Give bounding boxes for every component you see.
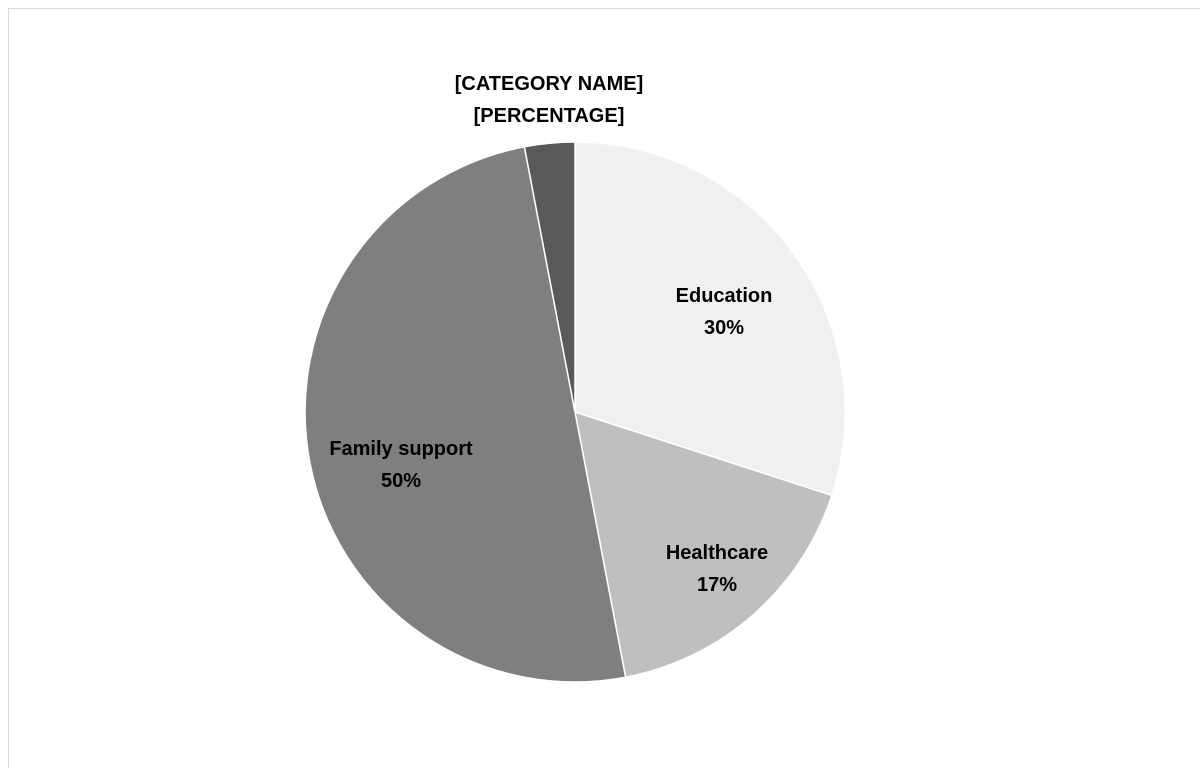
data-label-value: 17% — [697, 574, 737, 596]
data-label-category: Healthcare — [666, 542, 768, 564]
data-label-category-name: [CATEGORY NAME] [PERCENTAGE] — [455, 73, 644, 127]
data-label-value: 30% — [704, 317, 744, 339]
pie-slice-healthcare — [574, 410, 833, 679]
pie-slice-family-support — [304, 145, 627, 683]
chart-frame — [8, 8, 1200, 768]
data-label-education: Education 30% — [676, 285, 773, 339]
data-label-family-support: Family support 50% — [329, 438, 473, 492]
data-label-category: Education — [676, 285, 773, 307]
data-label-healthcare: Healthcare 17% — [666, 542, 768, 596]
pie-slice-category-name — [523, 141, 576, 413]
pie-slice-education — [574, 141, 846, 497]
data-label-value: 50% — [381, 470, 421, 492]
data-label-value: [PERCENTAGE] — [474, 105, 625, 127]
data-label-category: Family support — [329, 438, 473, 460]
data-label-category: [CATEGORY NAME] — [455, 73, 644, 95]
